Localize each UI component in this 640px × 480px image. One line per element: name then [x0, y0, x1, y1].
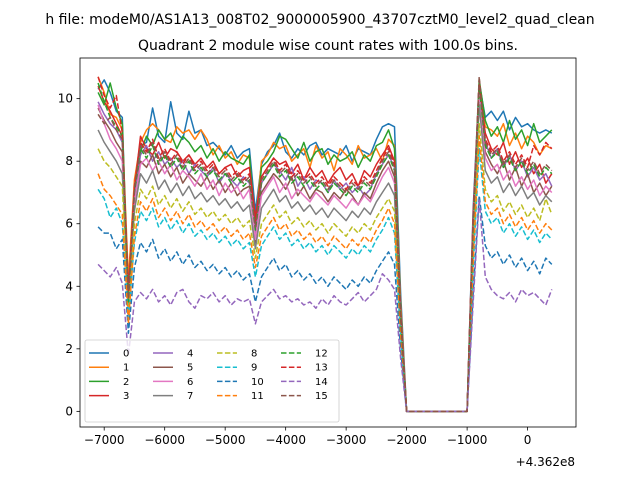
- legend-box: [84, 339, 340, 423]
- y-tick-label: 2: [65, 342, 73, 356]
- series-line-15: [97, 76, 553, 413]
- series-line-14: [97, 197, 553, 413]
- x-tick-label: −7000: [84, 433, 125, 447]
- y-tick-label: 6: [65, 217, 73, 231]
- x-tick-label: −5000: [205, 433, 246, 447]
- y-tick-label: 10: [58, 92, 73, 106]
- legend-label-10: 10: [251, 377, 264, 388]
- legend-label-7: 7: [187, 391, 193, 402]
- legend-label-3: 3: [123, 391, 129, 402]
- legend-label-1: 1: [123, 363, 129, 374]
- chart-title: Quadrant 2 module wise count rates with …: [138, 38, 518, 54]
- legend-label-6: 6: [187, 377, 193, 388]
- x-tick-label: −6000: [144, 433, 185, 447]
- legend-label-8: 8: [251, 349, 257, 360]
- x-tick-label: −1000: [447, 433, 488, 447]
- legend-label-11: 11: [251, 391, 264, 402]
- y-tick-label: 4: [65, 279, 73, 293]
- legend-label-0: 0: [123, 349, 129, 360]
- legend-label-2: 2: [123, 377, 129, 388]
- legend-label-9: 9: [251, 363, 257, 374]
- series-lines: [97, 76, 553, 413]
- legend-label-14: 14: [315, 377, 328, 388]
- legend-label-5: 5: [187, 363, 193, 374]
- x-tick-label: −3000: [326, 433, 367, 447]
- plot-area: −7000 −6000 −5000 −4000 −3000 −2000 −1000 0 0 2 4 6…: [58, 57, 577, 447]
- x-offset-label: +4.362e8: [516, 455, 575, 469]
- series-line-11: [97, 135, 553, 413]
- y-tick-label: 8: [65, 154, 73, 168]
- legend-label-13: 13: [315, 363, 328, 374]
- y-tick-label: 0: [65, 404, 73, 418]
- legend-label-15: 15: [315, 391, 328, 402]
- series-line-12: [97, 82, 553, 413]
- figure-suptitle: h file: modeM0/AS1A13_008T02_9000005900_…: [45, 12, 594, 28]
- legend-label-12: 12: [315, 349, 328, 360]
- legend-label-4: 4: [187, 349, 193, 360]
- x-tick-label: 0: [524, 433, 532, 447]
- x-tick-label: −2000: [386, 433, 427, 447]
- x-tick-label: −4000: [265, 433, 306, 447]
- plot-frame: [79, 57, 577, 428]
- series-line-8: [97, 122, 553, 413]
